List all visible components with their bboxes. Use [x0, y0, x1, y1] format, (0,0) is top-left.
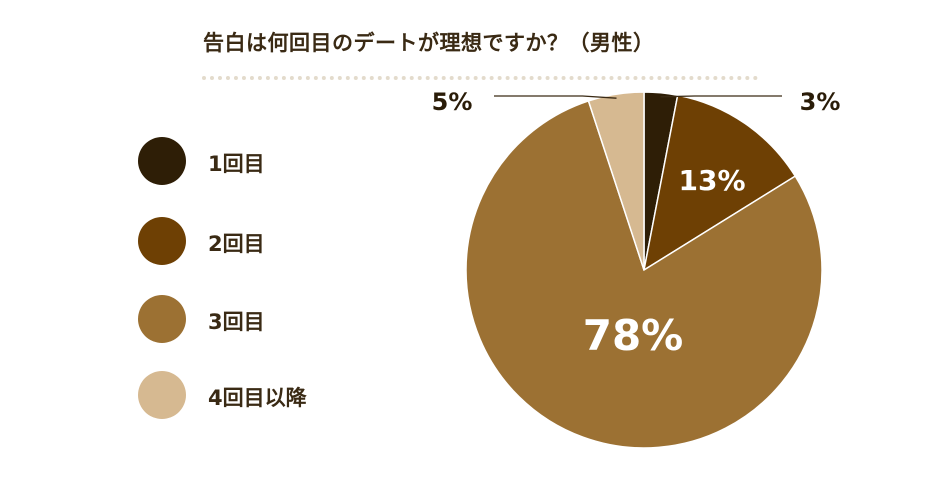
legend-item-3: 3回目 [138, 295, 398, 343]
legend-label-3: 3回目 [208, 310, 265, 334]
legend-item-1: 1回目 [138, 137, 398, 185]
legend-label-4: 4回目以降 [208, 386, 307, 410]
legend-swatch-3 [138, 295, 186, 343]
chart-title: 告白は何回目のデートが理想ですか？（男性） [203, 31, 655, 55]
pie-slice-4 [587, 91, 645, 271]
legend-label-1: 1回目 [208, 152, 265, 176]
pie-slice-2 [642, 94, 797, 272]
value-label-3: 78% [583, 311, 684, 360]
leader-line-4 [494, 95, 617, 99]
legend-item-2: 2回目 [138, 217, 398, 265]
value-label-1: 3% [800, 88, 841, 116]
legend-label-2: 2回目 [208, 232, 265, 256]
title-divider [202, 76, 758, 80]
legend-swatch-4 [138, 371, 186, 419]
leader-line-1 [660, 95, 782, 98]
legend-swatch-2 [138, 217, 186, 265]
value-label-2: 13% [678, 164, 745, 197]
legend-swatch-1 [138, 137, 186, 185]
pie-slice-3 [465, 99, 823, 449]
value-label-4: 5% [432, 88, 473, 116]
legend-item-4: 4回目以降 [138, 371, 398, 419]
